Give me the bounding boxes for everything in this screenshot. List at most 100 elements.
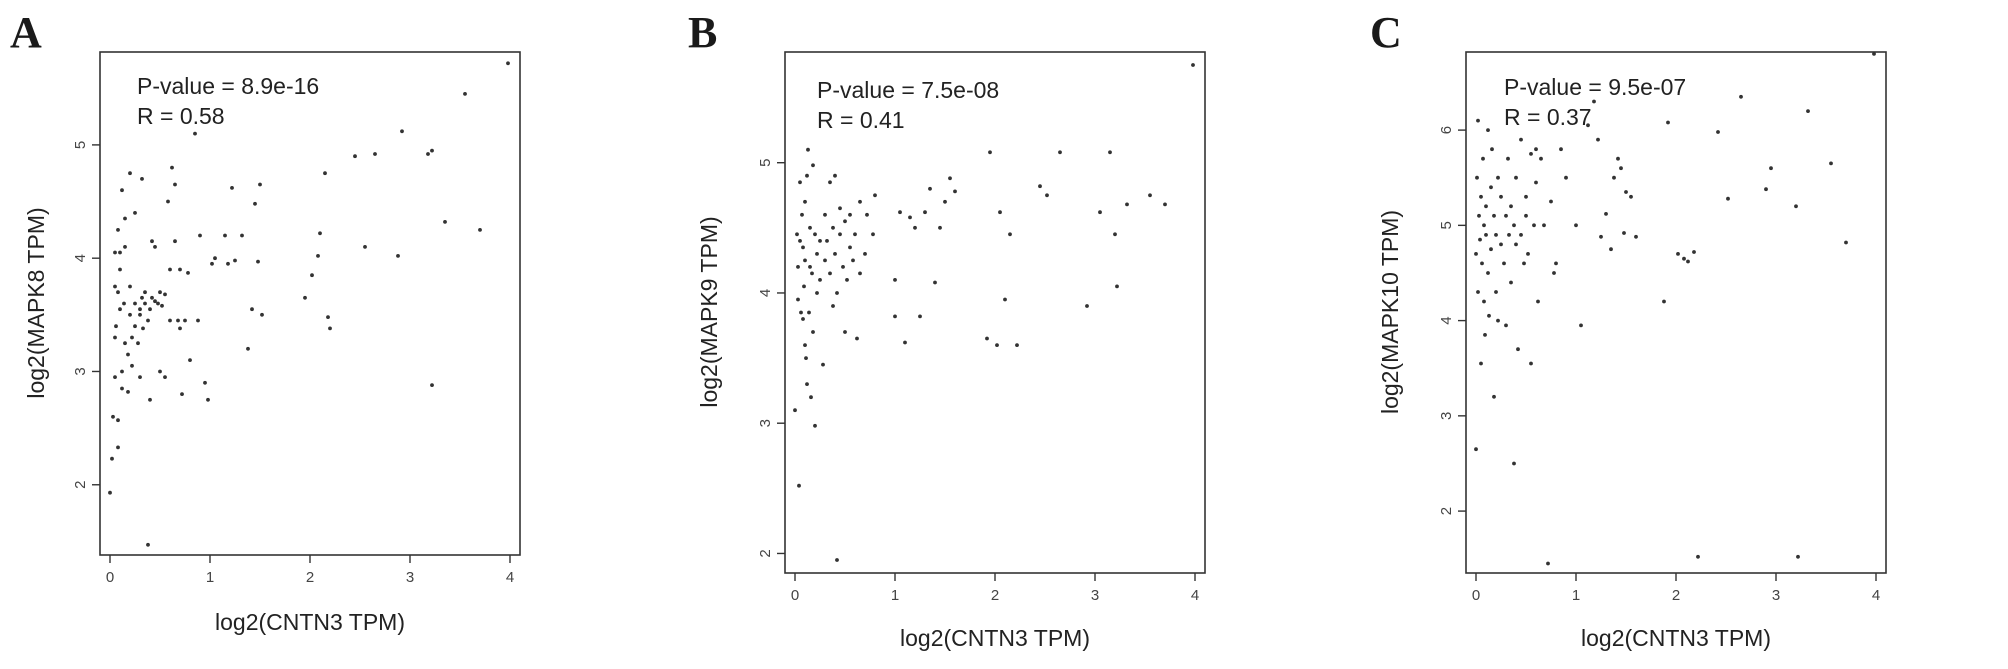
- point-a-86: [303, 295, 307, 300]
- point-a-77: [230, 186, 234, 190]
- point-b-93: [1191, 63, 1195, 67]
- point-b-36: [828, 180, 832, 185]
- point-a-24: [128, 312, 132, 317]
- point-c-92: [1829, 161, 1833, 166]
- point-b-71: [938, 225, 942, 230]
- point-b-61: [893, 278, 897, 282]
- point-c-90: [1796, 554, 1800, 559]
- point-c-83: [1696, 554, 1700, 559]
- point-a-26: [128, 171, 132, 176]
- x-tick-label-c-3: 3: [1772, 587, 1780, 604]
- point-c-38: [1512, 223, 1516, 228]
- point-b-41: [833, 252, 837, 256]
- point-c-78: [1666, 120, 1670, 125]
- point-c-69: [1609, 247, 1613, 252]
- point-c-86: [1739, 94, 1743, 99]
- point-a-17: [120, 369, 124, 374]
- point-a-20: [123, 341, 127, 346]
- point-a-31: [133, 211, 137, 215]
- point-c-17: [1486, 128, 1490, 133]
- point-c-21: [1490, 147, 1494, 152]
- point-a-36: [140, 295, 144, 300]
- point-c-87: [1764, 187, 1768, 192]
- point-a-48: [153, 245, 157, 249]
- y-tick-label-a-3: 3: [72, 367, 89, 375]
- point-a-93: [353, 154, 357, 159]
- panel-letter-a: A: [10, 8, 42, 57]
- point-c-44: [1522, 261, 1526, 266]
- point-b-91: [1148, 193, 1152, 198]
- point-a-87: [310, 273, 314, 278]
- point-b-13: [803, 343, 807, 347]
- point-c-65: [1592, 99, 1596, 104]
- point-c-54: [1539, 156, 1543, 161]
- point-c-53: [1536, 299, 1540, 304]
- point-a-59: [173, 239, 177, 244]
- point-c-19: [1489, 185, 1493, 190]
- point-c-63: [1579, 323, 1583, 328]
- point-a-91: [326, 315, 330, 319]
- point-c-73: [1622, 231, 1626, 235]
- point-a-95: [373, 152, 377, 156]
- point-b-27: [813, 423, 817, 428]
- point-c-49: [1529, 361, 1533, 366]
- point-c-34: [1507, 233, 1511, 237]
- point-c-11: [1482, 299, 1486, 304]
- point-a-64: [180, 392, 184, 396]
- point-c-67: [1599, 234, 1603, 239]
- point-a-22: [126, 352, 130, 357]
- y-axis-label-b: log2(MAPK9 TPM): [696, 216, 722, 407]
- point-c-52: [1534, 180, 1538, 185]
- point-b-47: [843, 219, 847, 224]
- point-b-37: [828, 271, 832, 276]
- point-c-74: [1624, 190, 1628, 194]
- point-b-74: [953, 189, 957, 194]
- panel-letter-c: C: [1370, 8, 1402, 57]
- point-c-82: [1692, 250, 1696, 254]
- point-c-22: [1492, 394, 1496, 399]
- x-tick-label-b-4: 4: [1191, 587, 1199, 604]
- point-b-22: [809, 395, 813, 400]
- point-c-94: [1872, 52, 1876, 56]
- point-b-38: [831, 225, 835, 230]
- point-a-30: [133, 301, 137, 306]
- point-a-83: [256, 259, 260, 264]
- point-b-12: [803, 258, 807, 263]
- point-b-28: [815, 252, 819, 256]
- y-tick-label-b-4: 4: [757, 289, 774, 297]
- point-a-73: [210, 261, 214, 266]
- point-b-32: [821, 362, 825, 367]
- point-a-68: [193, 131, 197, 136]
- point-b-92: [1163, 202, 1167, 207]
- point-b-35: [825, 239, 829, 243]
- point-a-90: [323, 171, 327, 176]
- point-b-21: [808, 225, 812, 230]
- point-c-39: [1514, 175, 1518, 180]
- point-b-58: [865, 212, 869, 217]
- point-a-72: [206, 397, 210, 402]
- point-c-1: [1474, 252, 1478, 256]
- point-a-34: [138, 307, 142, 312]
- point-c-55: [1542, 223, 1546, 228]
- point-b-89: [1115, 284, 1119, 289]
- p-value-label-b: P-value = 7.5e-08: [817, 77, 999, 103]
- point-b-8: [800, 212, 804, 217]
- point-a-16: [120, 188, 124, 193]
- point-b-20: [808, 265, 812, 269]
- point-a-1: [110, 456, 114, 461]
- point-a-70: [198, 233, 202, 238]
- x-tick-label-c-0: 0: [1472, 587, 1480, 604]
- point-b-30: [818, 278, 822, 282]
- point-b-63: [898, 210, 902, 215]
- point-b-0: [793, 408, 797, 413]
- point-b-29: [815, 291, 819, 295]
- point-a-15: [120, 386, 124, 391]
- point-c-68: [1604, 212, 1608, 216]
- point-a-102: [463, 92, 467, 96]
- point-a-39: [143, 301, 147, 306]
- point-c-3: [1476, 290, 1480, 294]
- point-c-77: [1662, 299, 1666, 304]
- point-a-74: [213, 256, 217, 261]
- point-b-4: [797, 483, 801, 488]
- point-a-13: [118, 267, 122, 272]
